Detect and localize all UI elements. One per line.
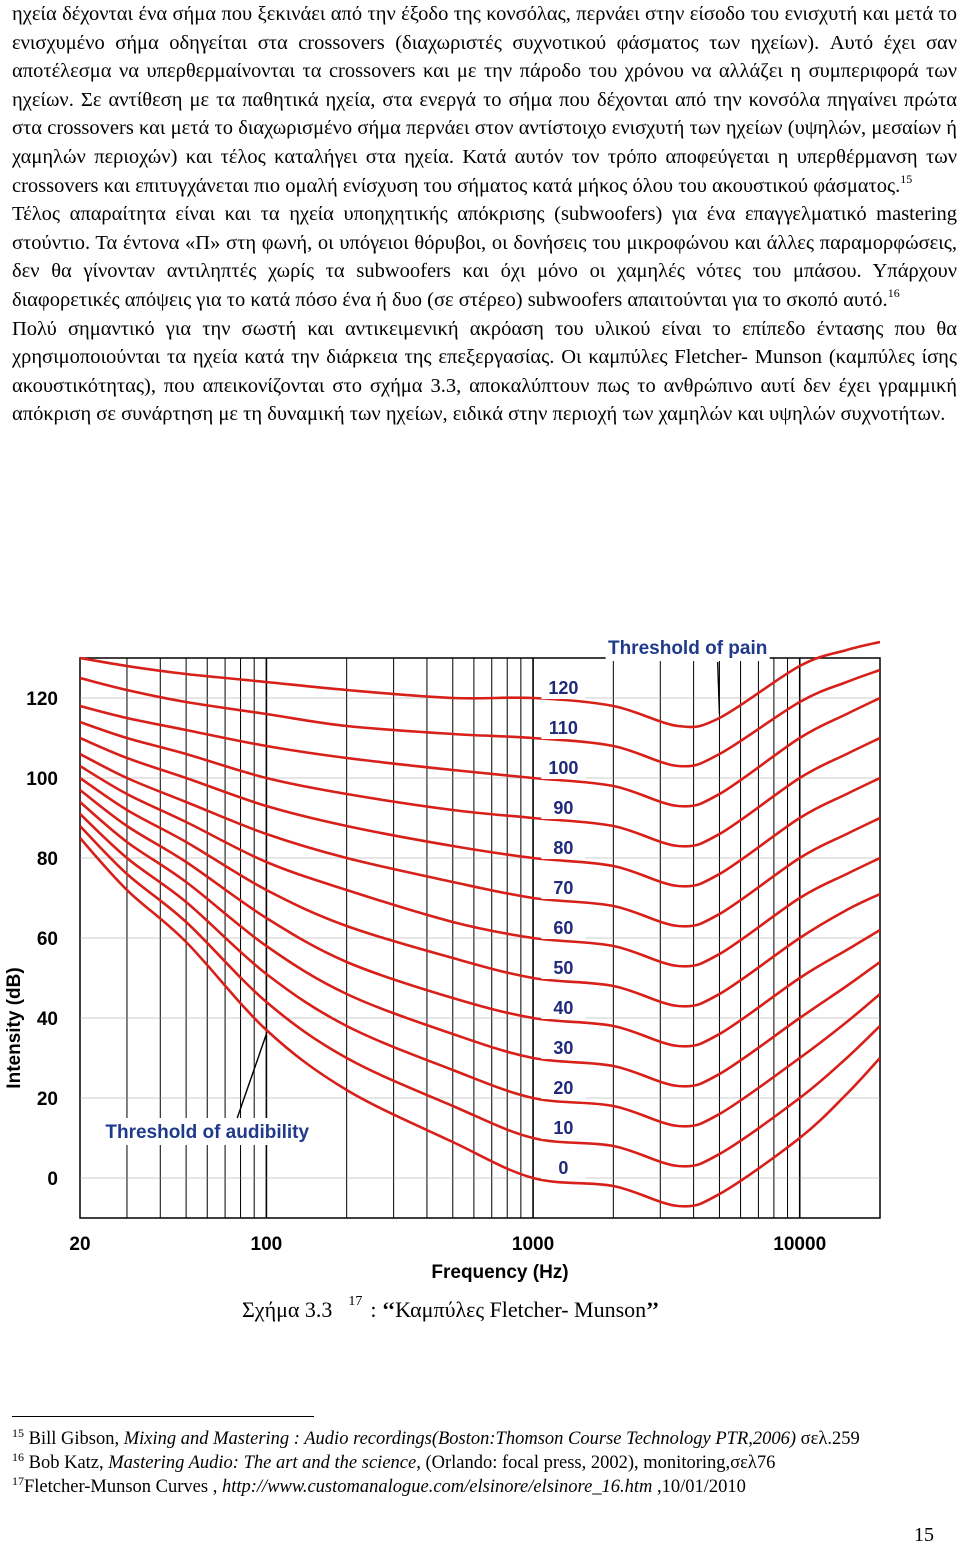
- footnote-text: Fletcher-Munson Curves ,: [24, 1476, 222, 1497]
- chart-curves: [80, 640, 880, 1208]
- footnote-number: 17: [12, 1473, 24, 1488]
- annotation-threshold-of-pain: Threshold of pain: [608, 638, 767, 659]
- curve-label: 80: [553, 838, 573, 858]
- x-axis-label: Frequency (Hz): [431, 1262, 568, 1283]
- caption-title: Καμπύλες Fletcher- Munson: [395, 1297, 647, 1322]
- curve-label-bg: [541, 837, 586, 860]
- curve-label: 120: [548, 678, 578, 698]
- y-tick-label: 120: [26, 689, 58, 710]
- footnote-ref[interactable]: 16: [887, 285, 900, 300]
- y-tick-label: 80: [37, 849, 58, 870]
- footnote-text: Bob Katz,: [24, 1452, 109, 1473]
- paragraph-text: ηχεία δέχονται ένα σήμα που ξεκινάει από…: [12, 3, 957, 197]
- footnote-text: Bill Gibson,: [24, 1429, 124, 1449]
- caption-quote-close: ’’: [646, 1297, 660, 1322]
- phon-curve-0: [80, 837, 880, 1208]
- body-text: ηχεία δέχονται ένα σήμα που ξεκινάει από…: [12, 0, 957, 429]
- annotation-bg: [605, 634, 770, 661]
- curve-label-bg: [541, 997, 586, 1020]
- curve-label-bg: [541, 717, 586, 740]
- caption-label: Σχήμα 3.3: [242, 1297, 333, 1322]
- curve-label-bg: [541, 1157, 586, 1180]
- caption-quote-open: ‘‘: [382, 1297, 396, 1322]
- paragraph-text: Τέλος απαραίτητα είναι και τα ηχεία υποη…: [12, 203, 957, 311]
- phon-curve-20: [80, 813, 880, 1128]
- curve-label-bg: [541, 1037, 586, 1060]
- y-tick-label: 60: [37, 929, 58, 950]
- caption-separator: :: [370, 1297, 377, 1322]
- footnote-number: 16: [12, 1449, 24, 1464]
- curve-label: 0: [558, 1158, 568, 1178]
- curve-label-bg: [541, 1117, 586, 1140]
- curve-label-bg: [541, 757, 586, 780]
- curve-label: 30: [553, 1038, 573, 1058]
- phon-curve-60: [80, 764, 880, 968]
- curve-label: 110: [549, 718, 578, 738]
- curve-label-bg: [541, 957, 586, 980]
- curve-label-bg: [541, 1077, 586, 1100]
- curve-label: 70: [553, 878, 573, 898]
- page-number: 15: [914, 1524, 934, 1546]
- footnote-17: 17Fletcher-Munson Curves , http://www.cu…: [12, 1473, 942, 1500]
- curve-label: 40: [553, 998, 573, 1018]
- footnote-title: Mastering Audio: The art and the science…: [108, 1452, 421, 1473]
- footnote-number: 15: [12, 1426, 24, 1440]
- x-tick-label: 20: [69, 1234, 90, 1255]
- paragraph: Πολύ σημαντικό για την σωστή και αντικει…: [12, 315, 957, 429]
- x-tick-label: 100: [251, 1234, 283, 1255]
- phon-curve-80: [80, 736, 880, 888]
- curve-label: 60: [553, 918, 573, 938]
- x-tick-label: 1000: [512, 1234, 554, 1255]
- phon-curve-110: [80, 668, 880, 768]
- annotation-threshold-of-audibility: Threshold of audibility: [105, 1122, 309, 1143]
- footnote-15: 15 Bill Gibson, Mixing and Mastering : A…: [12, 1426, 942, 1452]
- phon-curve-70: [80, 752, 880, 928]
- footnote-text: (Orlando: focal press, 2002), monitoring…: [420, 1452, 776, 1473]
- y-tick-label: 100: [26, 769, 58, 790]
- y-tick-label: 0: [47, 1169, 58, 1190]
- footnote-title: Mixing and Mastering : Audio recordings(…: [123, 1429, 797, 1449]
- phon-curve-10: [80, 825, 880, 1168]
- curve-label: 100: [548, 758, 578, 778]
- curve-label: 90: [553, 798, 573, 818]
- annotation-pointer: [236, 1033, 268, 1119]
- caption-footnote-ref[interactable]: 17: [348, 1294, 363, 1309]
- footnote-ref[interactable]: 15: [900, 171, 913, 186]
- curve-label: 50: [553, 958, 573, 978]
- phon-curve-90: [80, 720, 880, 848]
- y-axis-label: Intensity (dB): [4, 967, 25, 1088]
- paragraph-text: Πολύ σημαντικό για την σωστή και αντικει…: [12, 317, 957, 426]
- curve-label: 20: [553, 1078, 573, 1098]
- curve-label-bg: [541, 797, 586, 820]
- phon-curve-30: [80, 801, 880, 1088]
- paragraph: Τέλος απαραίτητα είναι και τα ηχεία υποη…: [12, 200, 957, 314]
- curve-label-bg: [541, 677, 586, 700]
- footnote-separator: [12, 1416, 314, 1417]
- footnote-16: 16 Bob Katz, Mastering Audio: The art an…: [12, 1449, 942, 1476]
- curve-label: 10: [553, 1118, 573, 1138]
- footnote-text: σελ.259: [796, 1429, 860, 1449]
- phon-curve-100: [80, 696, 880, 808]
- footnote-text: ,10/01/2010: [652, 1476, 746, 1497]
- phon-curve-50: [80, 776, 880, 1008]
- annotation-pointer: [716, 661, 721, 715]
- phon-curve-120: [80, 640, 880, 729]
- footnote-link[interactable]: http://www.customanalogue.com/elsinore/e…: [221, 1476, 653, 1497]
- y-tick-label: 20: [37, 1089, 58, 1110]
- footnotes: 15 Bill Gibson, Mixing and Mastering : A…: [12, 1426, 942, 1500]
- figure-caption: Σχήμα 3.3 17: ‘‘Καμπύλες Fletcher- Munson…: [242, 1294, 660, 1323]
- phon-curve-40: [80, 788, 880, 1048]
- x-tick-label: 10000: [773, 1234, 826, 1255]
- y-tick-label: 40: [37, 1009, 58, 1030]
- curve-label-bg: [541, 877, 586, 900]
- annotation-bg: [107, 1118, 308, 1145]
- paragraph: ηχεία δέχονται ένα σήμα που ξεκινάει από…: [12, 0, 957, 200]
- curve-label-bg: [541, 917, 586, 940]
